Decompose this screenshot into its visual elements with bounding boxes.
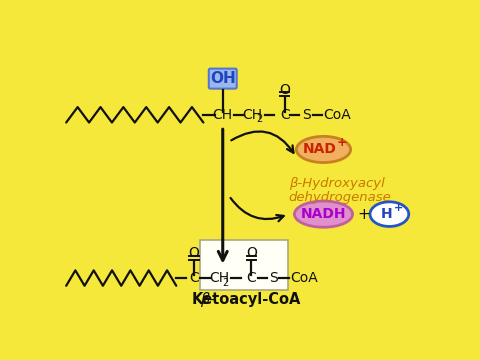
Text: CH: CH — [242, 108, 262, 122]
Text: C: C — [189, 271, 199, 285]
Text: NAD: NAD — [303, 143, 336, 157]
Text: 2: 2 — [256, 114, 262, 125]
Text: H: H — [381, 207, 392, 221]
FancyBboxPatch shape — [200, 239, 288, 291]
FancyBboxPatch shape — [209, 69, 237, 89]
Text: OH: OH — [210, 71, 236, 86]
Text: +: + — [394, 203, 403, 213]
Text: S: S — [302, 108, 311, 122]
Text: NADH: NADH — [301, 207, 346, 221]
Text: Ketoacyl-CoA: Ketoacyl-CoA — [192, 292, 300, 307]
Ellipse shape — [370, 202, 409, 226]
Text: C: C — [247, 271, 256, 285]
Text: O: O — [189, 246, 200, 260]
Text: β-Hydroxyacyl: β-Hydroxyacyl — [288, 177, 384, 190]
Text: dehydrogenase: dehydrogenase — [288, 191, 391, 204]
Text: 2: 2 — [223, 278, 229, 288]
Text: +: + — [337, 136, 348, 149]
Text: CoA: CoA — [290, 271, 318, 285]
Text: CH: CH — [213, 108, 233, 122]
Text: +: + — [358, 207, 370, 222]
Ellipse shape — [296, 136, 350, 163]
Text: C: C — [280, 108, 289, 122]
Text: S: S — [269, 271, 277, 285]
Text: CH: CH — [209, 271, 229, 285]
Text: O: O — [246, 246, 257, 260]
Ellipse shape — [294, 201, 353, 227]
Text: β-: β- — [200, 292, 215, 307]
Text: CoA: CoA — [324, 108, 351, 122]
Text: O: O — [279, 83, 290, 97]
